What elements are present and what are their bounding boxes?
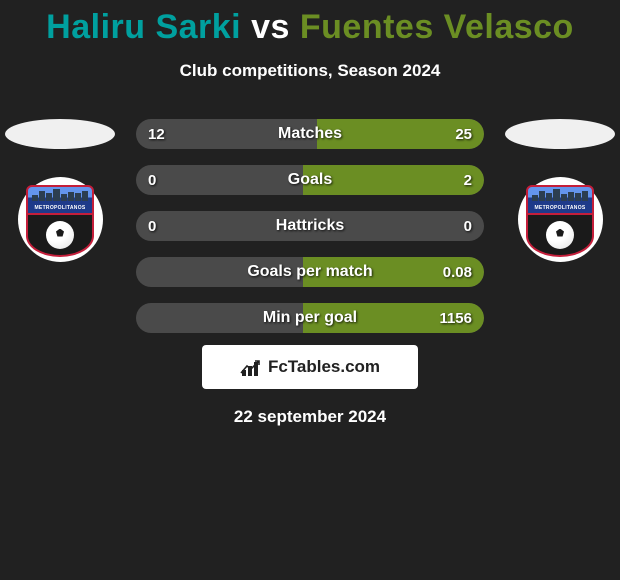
stat-value-right: 0 bbox=[464, 218, 472, 235]
club-badge-right: METROPOLITANOS bbox=[518, 177, 603, 262]
page-title: Haliru Sarki vs Fuentes Velasco bbox=[0, 8, 620, 47]
country-flag-right bbox=[505, 119, 615, 149]
vs-text: vs bbox=[251, 8, 290, 46]
stat-value-right: 2 bbox=[464, 172, 472, 189]
club-badge-left: METROPOLITANOS bbox=[18, 177, 103, 262]
country-flag-left bbox=[5, 119, 115, 149]
stat-label: Goals per match bbox=[247, 263, 372, 281]
main-row: METROPOLITANOS 12 Matches 25 0 Goals 2 bbox=[0, 119, 620, 333]
stat-value-left: 0 bbox=[148, 218, 156, 235]
date-text: 22 september 2024 bbox=[0, 407, 620, 427]
left-side: METROPOLITANOS bbox=[0, 119, 120, 262]
chart-icon bbox=[240, 358, 262, 376]
player2-name: Fuentes Velasco bbox=[300, 8, 574, 46]
stat-row-min-per-goal: Min per goal 1156 bbox=[136, 303, 484, 333]
stat-label: Min per goal bbox=[263, 309, 357, 327]
stat-value-left: 12 bbox=[148, 126, 165, 143]
stat-value-right: 0.08 bbox=[443, 264, 472, 281]
comparison-card: Haliru Sarki vs Fuentes Velasco Club com… bbox=[0, 0, 620, 427]
stat-label: Goals bbox=[288, 171, 332, 189]
shield-icon: METROPOLITANOS bbox=[26, 185, 94, 255]
brand-text: FcTables.com bbox=[268, 357, 380, 377]
club-name-label: METROPOLITANOS bbox=[528, 205, 592, 211]
club-name-label: METROPOLITANOS bbox=[28, 205, 92, 211]
player1-name: Haliru Sarki bbox=[46, 8, 241, 46]
stat-value-left: 0 bbox=[148, 172, 156, 189]
stat-row-hattricks: 0 Hattricks 0 bbox=[136, 211, 484, 241]
stats-column: 12 Matches 25 0 Goals 2 0 Hattricks 0 bbox=[136, 119, 484, 333]
stat-label: Hattricks bbox=[276, 217, 344, 235]
subtitle: Club competitions, Season 2024 bbox=[0, 61, 620, 81]
brand-link[interactable]: FcTables.com bbox=[202, 345, 418, 389]
stat-value-right: 25 bbox=[455, 126, 472, 143]
right-side: METROPOLITANOS bbox=[500, 119, 620, 262]
stat-row-goals-per-match: Goals per match 0.08 bbox=[136, 257, 484, 287]
stat-row-matches: 12 Matches 25 bbox=[136, 119, 484, 149]
stat-label: Matches bbox=[278, 125, 342, 143]
shield-icon: METROPOLITANOS bbox=[526, 185, 594, 255]
stat-row-goals: 0 Goals 2 bbox=[136, 165, 484, 195]
stat-value-right: 1156 bbox=[439, 310, 472, 327]
